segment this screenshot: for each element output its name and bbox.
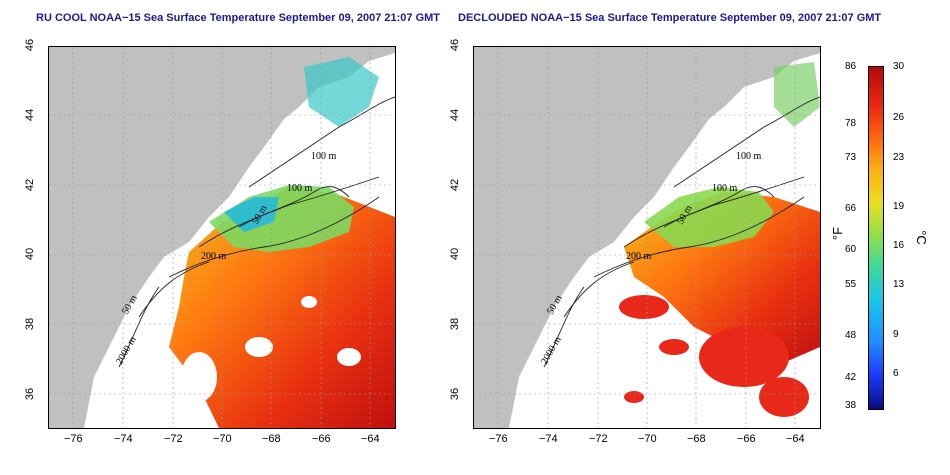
graticule (49, 47, 395, 428)
y-tick-label: 46 (24, 38, 36, 52)
c-tick-label: 26 (893, 112, 905, 123)
sst-field-north (774, 62, 820, 127)
fahrenheit-unit-label: °F (830, 226, 846, 241)
x-tick-label: −72 (164, 433, 183, 445)
sst-field-warm (169, 187, 395, 428)
x-tick-label: −70 (638, 433, 657, 445)
x-tick-label: −68 (687, 433, 706, 445)
f-tick-label: 73 (845, 152, 857, 163)
contour-label-2000m: 2000 m (114, 335, 139, 367)
bathymetry-contours (543, 96, 820, 368)
x-tick-label: −70 (213, 433, 232, 445)
y-tick-label: 38 (449, 317, 461, 331)
contour-label-200m: 200 m (201, 251, 227, 262)
c-tick-label: 13 (893, 279, 905, 290)
y-tick-label: 42 (449, 178, 461, 192)
sst-field-north (304, 57, 379, 127)
graticule (474, 47, 820, 428)
y-tick-label: 38 (24, 317, 36, 331)
x-tick-label: −76 (489, 433, 508, 445)
x-tick-label: −74 (539, 433, 558, 445)
f-tick-label: 48 (845, 330, 857, 341)
bathymetry-contours (118, 96, 395, 368)
y-tick-label: 36 (449, 387, 461, 401)
c-tick-label: 30 (893, 61, 905, 72)
contour-label-100m-a: 100 m (311, 151, 337, 162)
celsius-unit-label: °C (913, 230, 929, 245)
contour-label-2000m: 2000 m (539, 335, 564, 367)
f-tick-label: 66 (845, 203, 857, 214)
contour-label-200m: 200 m (626, 251, 652, 262)
c-tick-label: 6 (893, 368, 899, 379)
f-tick-label: 86 (845, 61, 857, 72)
sst-field-cold (224, 197, 279, 232)
y-tick-label: 44 (449, 108, 461, 122)
left-map-title: RU COOL NOAA−15 Sea Surface Temperature … (36, 12, 441, 24)
c-tick-label: 9 (893, 329, 899, 340)
left-map-graphic: 100 m 100 m 50 m 200 m 50 m 2000 m (49, 47, 395, 428)
y-tick-label: 40 (449, 247, 461, 261)
f-tick-label: 42 (845, 372, 857, 383)
x-tick-label: −74 (114, 433, 133, 445)
x-tick-label: −68 (262, 433, 281, 445)
c-tick-label: 16 (893, 240, 905, 251)
contour-label-100m-b: 100 m (712, 183, 738, 194)
f-tick-label: 55 (845, 279, 857, 290)
contour-label-100m-b: 100 m (287, 183, 313, 194)
y-tick-label: 36 (24, 387, 36, 401)
y-tick-label: 40 (24, 247, 36, 261)
f-tick-label: 38 (845, 400, 857, 411)
c-tick-label: 19 (893, 201, 905, 212)
cloud-patches (149, 296, 361, 425)
right-map-title: DECLOUDED NOAA−15 Sea Surface Temperatur… (458, 12, 882, 24)
x-tick-label: −64 (361, 433, 380, 445)
y-tick-label: 42 (24, 178, 36, 192)
land-mass (474, 47, 820, 428)
land-mass (49, 47, 395, 428)
left-sst-map: 100 m 100 m 50 m 200 m 50 m 2000 m (48, 46, 396, 429)
x-tick-label: −76 (64, 433, 83, 445)
right-map-graphic: 100 m 100 m 50 m 200 m 50 m 2000 m (474, 47, 820, 428)
contour-label-100m-a: 100 m (736, 151, 762, 162)
x-tick-label: −66 (737, 433, 756, 445)
f-tick-label: 78 (845, 118, 857, 129)
f-tick-label: 60 (845, 244, 857, 255)
c-tick-label: 23 (893, 152, 905, 163)
x-tick-label: −66 (312, 433, 331, 445)
temperature-colorbar (868, 66, 884, 410)
x-tick-label: −72 (589, 433, 608, 445)
y-tick-label: 46 (449, 38, 461, 52)
right-sst-map: 100 m 100 m 50 m 200 m 50 m 2000 m (473, 46, 821, 429)
x-tick-label: −64 (786, 433, 805, 445)
y-tick-label: 44 (24, 108, 36, 122)
